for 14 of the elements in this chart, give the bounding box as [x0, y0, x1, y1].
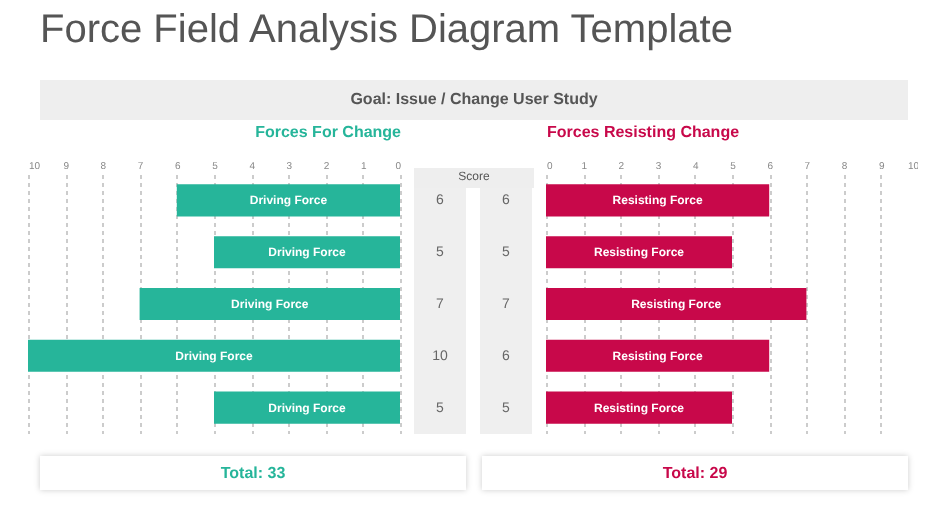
bar	[214, 236, 400, 269]
bar	[546, 391, 732, 424]
bar	[546, 339, 770, 372]
x-axis-title: Forces For Change	[255, 123, 403, 141]
x-axis-title: Forces Resisting Change	[547, 123, 741, 141]
bar	[546, 236, 732, 269]
chart-title: Force Field Analysis Diagram Template	[40, 8, 733, 54]
bar	[546, 184, 770, 217]
text: Goal: Issue / Change User Study	[40, 80, 908, 120]
bar	[546, 287, 807, 321]
bar	[28, 339, 400, 372]
bar	[176, 184, 400, 217]
bar	[214, 391, 400, 424]
bar	[139, 287, 400, 321]
